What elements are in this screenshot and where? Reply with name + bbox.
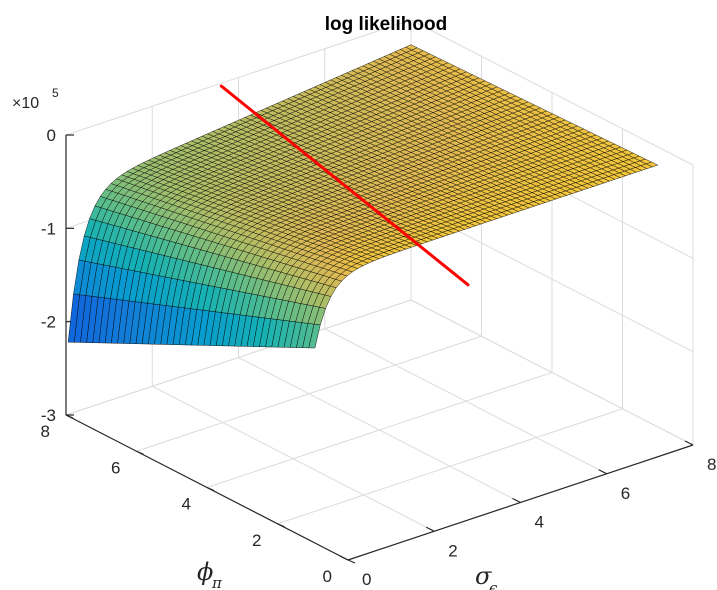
right-grid-line bbox=[410, 299, 694, 446]
x-tick bbox=[684, 440, 694, 446]
x-tick-label: 2 bbox=[448, 541, 457, 560]
right-grid-line bbox=[410, 19, 694, 166]
series-line bbox=[219, 84, 470, 287]
svg-text:σ: σ bbox=[475, 562, 492, 590]
chart-title: log likelihood bbox=[325, 14, 447, 35]
y-tick bbox=[206, 486, 215, 492]
y-tick-label: 8 bbox=[41, 422, 50, 441]
axes bbox=[65, 134, 694, 564]
z-tick-label: -1 bbox=[41, 219, 56, 238]
x-tick-label: 8 bbox=[707, 455, 716, 474]
z-tick-label: -2 bbox=[41, 313, 56, 332]
surface-cell bbox=[645, 161, 659, 168]
x-tick bbox=[339, 555, 349, 561]
floor-grid-line bbox=[136, 335, 482, 452]
surface-mesh bbox=[67, 44, 659, 349]
y-tick bbox=[65, 414, 74, 419]
y-tick-label: 0 bbox=[323, 567, 332, 586]
z-tick-label: 0 bbox=[47, 126, 56, 145]
y-tick bbox=[277, 523, 285, 528]
back-grid-line bbox=[65, 299, 412, 416]
y-tick-label: 2 bbox=[252, 531, 261, 550]
z-exponent-label: ×10 5 bbox=[12, 86, 59, 112]
x-tick bbox=[598, 469, 608, 475]
floor-grid-line bbox=[206, 372, 553, 488]
max-likelihood-line bbox=[219, 84, 470, 287]
svg-text:ϵ: ϵ bbox=[489, 579, 498, 590]
y-axis-label: ϕ π bbox=[197, 558, 223, 590]
x-tick-label: 6 bbox=[621, 484, 630, 503]
y-tick-label: 6 bbox=[111, 458, 120, 477]
y-tick bbox=[347, 559, 356, 564]
tick-labels: -3 -2 -1 0 0 2 4 6 8 0 2 4 6 8 bbox=[41, 126, 717, 589]
z-tick-label: -3 bbox=[41, 406, 56, 425]
y-tick bbox=[136, 450, 144, 455]
svg-text:5: 5 bbox=[52, 86, 59, 100]
svg-text:×10: ×10 bbox=[12, 95, 39, 112]
x-tick bbox=[425, 526, 435, 532]
x-axis-label: σ ϵ bbox=[475, 562, 498, 590]
x-tick-label: 0 bbox=[362, 570, 371, 589]
back-grid-line bbox=[65, 19, 412, 136]
svg-text:π: π bbox=[211, 574, 223, 590]
y-tick-label: 4 bbox=[182, 495, 191, 514]
x-tick bbox=[512, 497, 521, 504]
floor-grid-line bbox=[277, 408, 623, 525]
x-tick-label: 4 bbox=[535, 513, 544, 532]
svg-text:ϕ: ϕ bbox=[197, 558, 213, 586]
